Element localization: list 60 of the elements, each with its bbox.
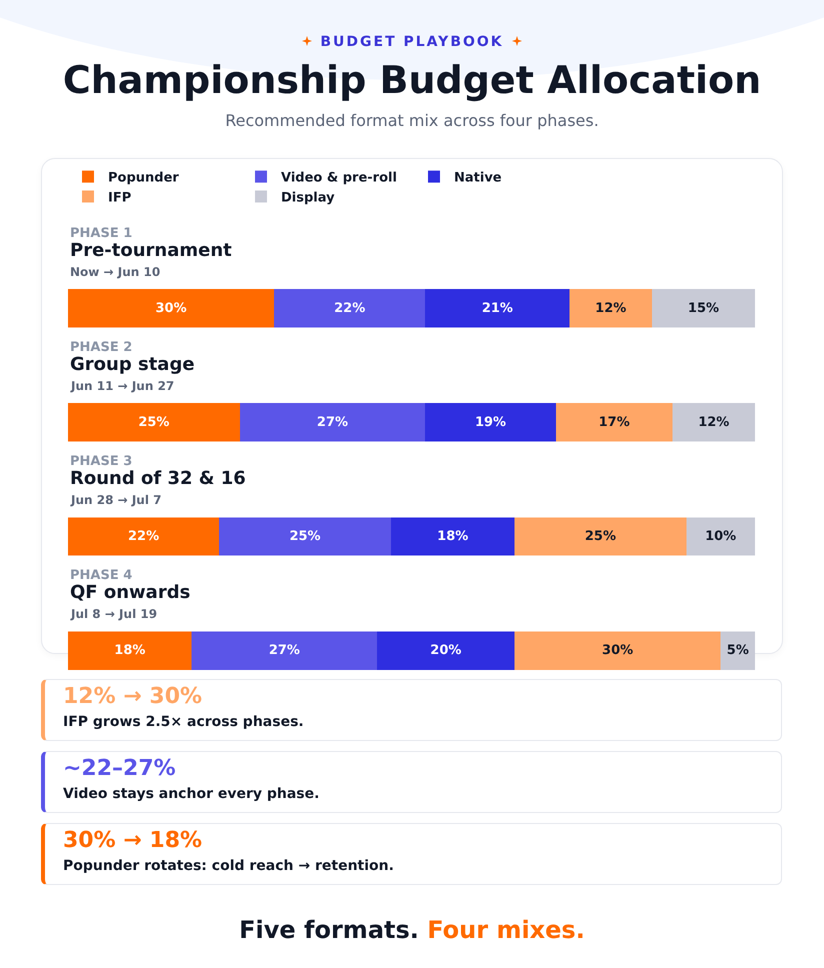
- legend-label: Display: [281, 190, 336, 206]
- bar: [556, 403, 673, 442]
- text: 12% → 30%: [63, 684, 202, 709]
- bar: [390, 517, 515, 556]
- y-tick-label: PHASE 2 Group stage Jun 11 → Jun 27: [70, 340, 195, 393]
- text: Popunder rotates: cold reach → retention.: [63, 858, 394, 874]
- y-tick-label: PHASE 3 Round of 32 & 16 Jun 28 → Jul 7: [70, 454, 246, 507]
- bar: [652, 289, 755, 328]
- bar: [377, 631, 515, 670]
- data-label: 18%: [114, 643, 146, 658]
- legend-label: Video & pre-roll: [281, 170, 397, 186]
- data-label: 25%: [584, 529, 616, 544]
- text: Five formats.: [239, 916, 419, 944]
- data-label: 27%: [268, 643, 300, 658]
- bar: [219, 517, 391, 556]
- chart-title: Championship Budget Allocation: [62, 58, 762, 102]
- text: IFP grows 2.5× across phases.: [63, 714, 304, 730]
- data-label: 12%: [698, 414, 730, 430]
- bar: [425, 403, 556, 442]
- data-label: 10%: [705, 529, 736, 544]
- data-label: 18%: [437, 529, 468, 544]
- bar: [68, 403, 240, 442]
- data-label: 27%: [316, 414, 348, 430]
- legend-label: IFP: [108, 190, 132, 206]
- data-label: 12%: [595, 300, 626, 316]
- legend-label: Popunder: [108, 170, 180, 186]
- text: BUDGET PLAYBOOK: [320, 34, 504, 50]
- data-label: 21%: [482, 300, 513, 316]
- bar: [514, 631, 721, 670]
- y-tick-label: PHASE 1 Pre-tournament Now → Jun 10: [70, 226, 232, 279]
- bar: [68, 517, 220, 556]
- data-label: 17%: [598, 414, 630, 430]
- data-label: 22%: [128, 529, 160, 544]
- text: Four mixes.: [427, 916, 585, 944]
- bar: [274, 289, 426, 328]
- y-tick-label: PHASE 4 QF onwards Jul 8 → Jul 19: [70, 568, 190, 621]
- text: ~22–27%: [63, 756, 176, 781]
- legend-label: Native: [454, 170, 502, 186]
- chart-subtitle: Recommended format mix across four phases.: [224, 111, 600, 130]
- bar: [425, 289, 570, 328]
- text: 30% → 18%: [63, 828, 202, 853]
- bar: [686, 517, 755, 556]
- bar: [68, 289, 274, 328]
- data-label: 19%: [474, 414, 506, 430]
- data-label: 25%: [289, 529, 321, 544]
- bar: [240, 403, 426, 442]
- bar: [672, 403, 755, 442]
- bar: [514, 517, 686, 556]
- data-label: 25%: [138, 414, 170, 430]
- bar: [68, 631, 192, 670]
- data-label: 5%: [726, 643, 749, 658]
- bar: [720, 631, 755, 670]
- data-label: 30%: [602, 643, 634, 658]
- data-label: 30%: [155, 300, 187, 316]
- bar: [192, 631, 378, 670]
- data-label: 15%: [688, 300, 720, 316]
- bar: [570, 289, 652, 328]
- data-label: 20%: [430, 643, 462, 658]
- data-label: 22%: [334, 300, 366, 316]
- text: Video stays anchor every phase.: [63, 786, 320, 802]
